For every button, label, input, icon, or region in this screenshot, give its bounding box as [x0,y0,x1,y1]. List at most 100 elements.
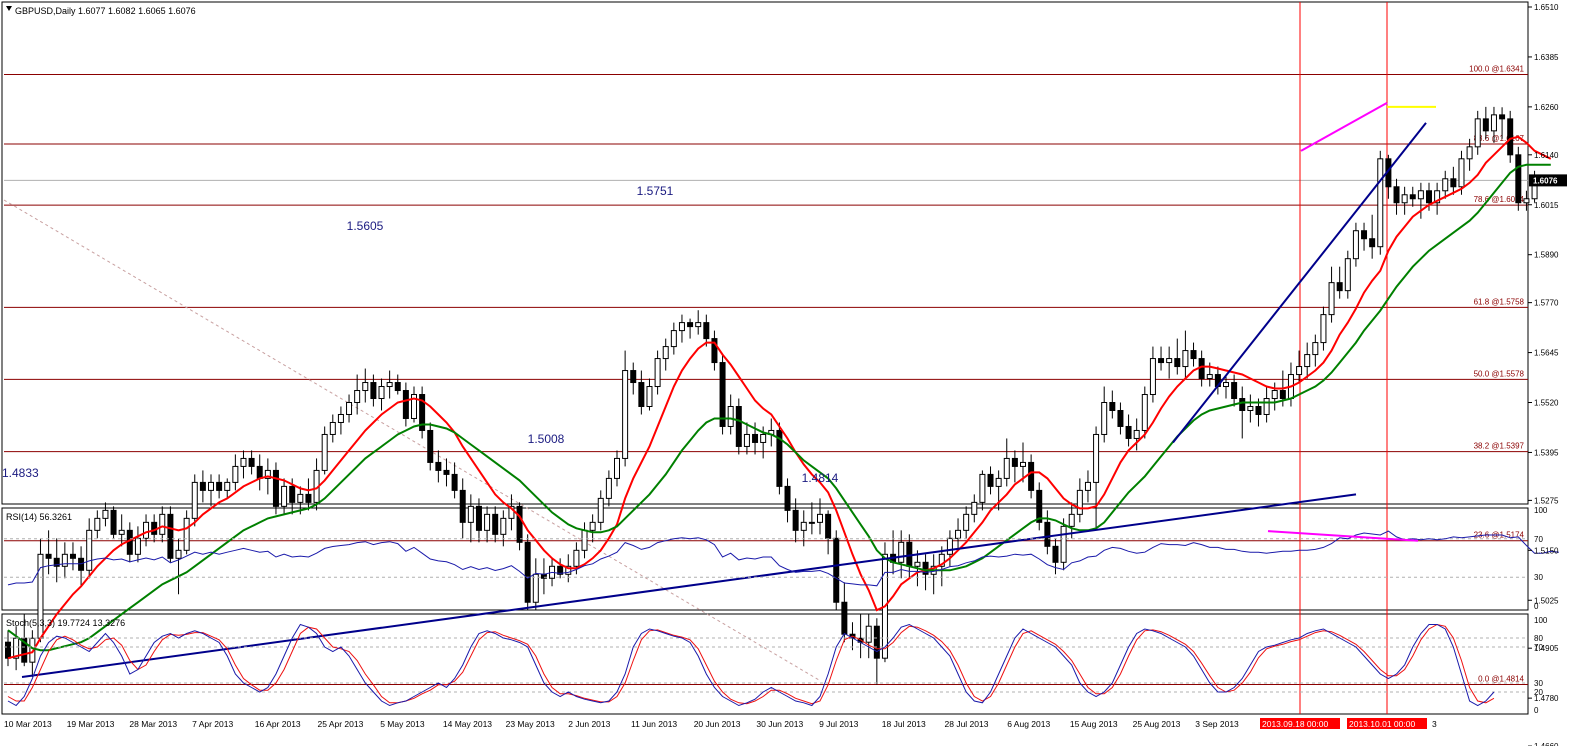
bullish-candle [695,322,702,328]
stoch-main-line [7,623,1495,707]
price-annotation: 1.4814 [802,471,839,485]
bullish-candle [1166,358,1173,364]
bullish-candle [1466,146,1473,160]
bullish-candle [1352,230,1359,260]
x-axis-trailing-label: 3 [1432,719,1437,729]
bearish-candle [516,505,523,543]
bullish-candle [94,517,101,531]
bullish-candle [1304,354,1311,368]
x-axis-label: 2 Jun 2013 [568,719,610,729]
x-axis-highlight-box [1260,718,1340,729]
bullish-candle [614,457,620,479]
bearish-candle [638,382,645,407]
bullish-candle [573,549,580,567]
bullish-candle [1344,258,1351,292]
bullish-candle [346,402,353,415]
bullish-candle [102,509,109,519]
bullish-candle [232,465,239,483]
bearish-candle [1044,521,1051,547]
bullish-candle [1084,481,1091,491]
bearish-candle [151,521,158,535]
short-term-trendline [1172,122,1427,444]
bullish-candle [1328,282,1335,316]
bearish-candle [735,406,742,447]
bearish-candle [435,461,442,471]
bearish-candle [987,473,994,487]
bullish-candle [646,386,653,407]
bearish-candle [272,469,279,507]
bullish-candle [183,517,190,551]
rsi-tick-label: 0 [1534,602,1539,611]
bullish-candle [281,485,288,507]
bullish-candle [1149,358,1156,396]
bullish-candle [946,537,953,555]
fib-level-label: 38.2 @1.5397 [1474,442,1525,451]
rsi-line [7,530,1559,587]
y-tick-label: 1.5645 [1534,349,1559,358]
y-tick-label: 1.5150 [1534,546,1559,555]
bullish-candle [297,493,304,503]
bullish-candle [1141,394,1148,431]
bullish-candle [208,481,214,491]
x-axis-label: 9 Jul 2013 [819,719,858,729]
y-tick-label: 1.6140 [1534,151,1559,160]
x-axis-label: 20 Jun 2013 [694,719,741,729]
bullish-candle [955,529,962,539]
bullish-candle [581,529,588,551]
bearish-candle [752,433,759,443]
bearish-candle [1125,425,1132,439]
bearish-candle [873,625,880,659]
bullish-candle [1263,398,1270,415]
bearish-candle [1361,230,1368,240]
bullish-candle [118,529,125,535]
bearish-candle [1507,118,1514,156]
bearish-candle [394,382,401,392]
bullish-candle [995,477,1002,487]
bullish-candle [1474,118,1481,148]
stoch-tick-label: 80 [1534,634,1543,643]
x-axis-label: 23 May 2013 [506,719,555,729]
bullish-candle [175,549,182,559]
x-axis-label: 28 Mar 2013 [129,719,177,729]
bearish-candle [126,529,133,555]
bearish-candle [792,509,799,531]
bearish-candle [45,553,52,559]
main-chart-header: GBPUSD,Daily 1.6077 1.6082 1.6065 1.6076 [6,6,196,16]
collapse-arrow-icon[interactable] [6,6,12,11]
bullish-candle [240,457,247,467]
bullish-candle [378,386,385,400]
bullish-candle [971,501,978,515]
bearish-candle [1174,358,1181,368]
bullish-candle [865,625,872,643]
bullish-candle [654,358,661,388]
bullish-candle [597,497,604,523]
y-tick-label: 1.6260 [1534,103,1559,112]
bearish-candle [1426,190,1432,204]
bullish-candle [1133,429,1140,439]
price-divergence-line [1300,102,1388,152]
main-chart-panel [1,1,1529,505]
bearish-candle [1052,545,1059,563]
bearish-candle [524,541,531,603]
bearish-candle [451,473,458,491]
bullish-candle [1417,190,1424,200]
rsi-panel [1,507,1529,611]
bearish-candle [419,394,426,431]
bearish-candle [1393,186,1400,204]
y-tick-label: 1.5025 [1534,596,1559,605]
bearish-candle [1482,118,1489,132]
bearish-candle [78,557,85,571]
bullish-candle [1101,402,1108,435]
y-tick-label: 1.5395 [1534,448,1559,457]
fib-anchor-line [3,199,821,681]
candlestick-series [5,106,1546,685]
bullish-candle [1490,114,1497,132]
bullish-candle [61,553,68,567]
bearish-candle [1255,406,1262,415]
bullish-candle [808,521,815,524]
bearish-candle [248,457,255,467]
bullish-candle [1320,314,1327,344]
y-tick-label: 1.5520 [1534,399,1559,408]
bullish-candle [500,517,507,535]
bullish-candle [386,382,393,388]
